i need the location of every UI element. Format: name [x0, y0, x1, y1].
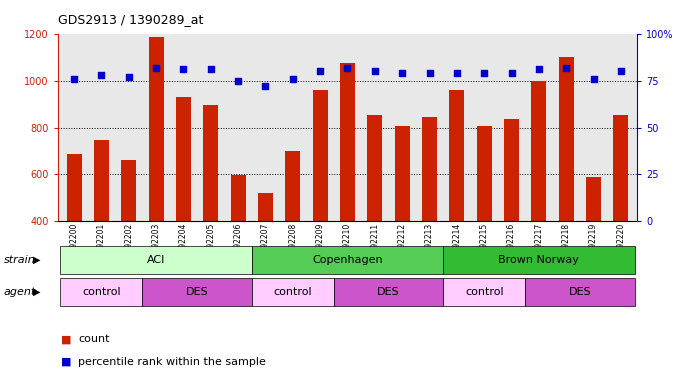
Point	[370, 68, 380, 74]
Point	[616, 68, 626, 74]
Text: control: control	[273, 286, 312, 297]
Point	[479, 70, 490, 76]
Text: DES: DES	[186, 286, 208, 297]
Text: GDS2913 / 1390289_at: GDS2913 / 1390289_at	[58, 13, 203, 26]
Text: ▶: ▶	[33, 255, 41, 265]
Text: DES: DES	[377, 286, 400, 297]
Bar	[313, 90, 327, 315]
Point	[287, 76, 298, 82]
Text: ▶: ▶	[33, 286, 41, 297]
Text: Brown Norway: Brown Norway	[498, 255, 579, 265]
Point	[178, 66, 189, 72]
Point	[397, 70, 407, 76]
Text: Copenhagen: Copenhagen	[312, 255, 383, 265]
Point	[588, 76, 599, 82]
Bar	[532, 81, 546, 315]
Bar	[148, 37, 163, 315]
Point	[342, 64, 353, 70]
Point	[123, 74, 134, 80]
Bar	[504, 118, 519, 315]
Text: strain: strain	[3, 255, 35, 265]
Point	[68, 76, 79, 82]
Bar	[340, 63, 355, 315]
Point	[534, 66, 544, 72]
Point	[424, 70, 435, 76]
Bar	[94, 140, 109, 315]
Point	[315, 68, 325, 74]
Point	[151, 64, 161, 70]
Bar	[203, 105, 218, 315]
Text: DES: DES	[569, 286, 591, 297]
Bar	[559, 57, 574, 315]
Point	[233, 78, 243, 84]
Bar	[614, 116, 629, 315]
Text: ■: ■	[61, 334, 71, 344]
Bar	[367, 115, 382, 315]
Point	[205, 66, 216, 72]
Text: control: control	[465, 286, 504, 297]
Bar	[258, 193, 273, 315]
Bar	[176, 97, 191, 315]
Bar	[66, 154, 81, 315]
Bar	[586, 177, 601, 315]
Text: ■: ■	[61, 357, 71, 367]
Point	[452, 70, 462, 76]
Text: agent: agent	[3, 286, 36, 297]
Point	[96, 72, 107, 78]
Point	[260, 83, 271, 89]
Text: count: count	[78, 334, 109, 344]
Bar	[450, 90, 464, 315]
Bar	[285, 151, 300, 315]
Bar	[395, 126, 410, 315]
Text: ACI: ACI	[147, 255, 165, 265]
Point	[561, 64, 572, 70]
Point	[506, 70, 517, 76]
Bar	[231, 175, 245, 315]
Text: percentile rank within the sample: percentile rank within the sample	[78, 357, 266, 367]
Text: control: control	[82, 286, 121, 297]
Bar	[477, 126, 492, 315]
Bar	[121, 160, 136, 315]
Bar	[422, 117, 437, 315]
